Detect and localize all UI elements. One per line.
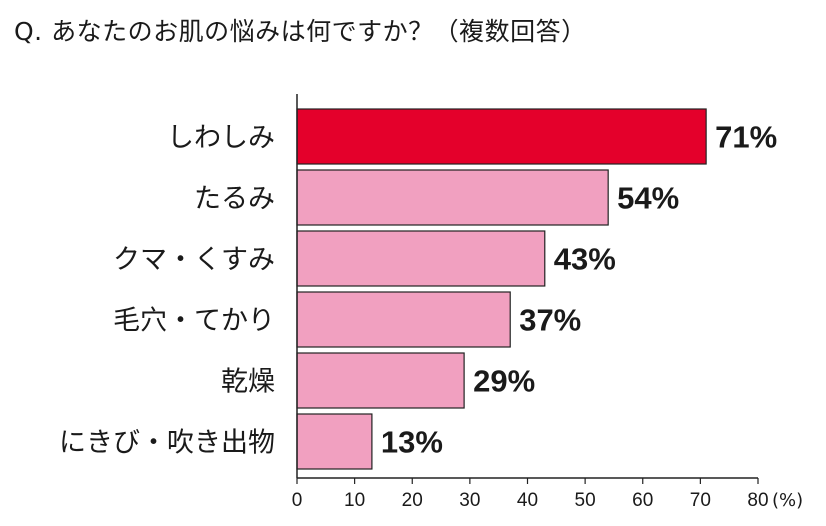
x-tick-label: 60 bbox=[632, 490, 653, 511]
value-label: 54% bbox=[617, 181, 679, 216]
category-label: クマ・くすみ bbox=[113, 245, 275, 276]
value-label: 29% bbox=[473, 364, 535, 399]
chart-title: Q. あなたのお肌の悩みは何ですか？（複数回答） bbox=[14, 17, 587, 46]
axis-layer: 0 10 20 30 40 50 60 70 80 (%) bbox=[292, 94, 803, 511]
x-tick-label: 70 bbox=[690, 490, 711, 511]
bar bbox=[296, 108, 707, 165]
x-unit-label: (%) bbox=[772, 490, 803, 511]
value-label: 37% bbox=[519, 303, 581, 338]
bar bbox=[296, 413, 373, 470]
x-tick-label: 80 bbox=[747, 490, 768, 511]
bar bbox=[296, 230, 546, 287]
category-label: たるみ bbox=[194, 184, 275, 215]
x-tick-label: 50 bbox=[575, 490, 596, 511]
x-tick-label: 20 bbox=[402, 490, 423, 511]
x-tick-label: 0 bbox=[292, 490, 303, 511]
value-label: 71% bbox=[715, 120, 777, 155]
bar bbox=[296, 352, 465, 409]
category-label: 毛穴・てかり bbox=[113, 306, 275, 337]
bar bbox=[296, 169, 609, 226]
category-label: しわしみ bbox=[167, 123, 275, 154]
x-tick-label: 10 bbox=[344, 490, 365, 511]
category-label: 乾燥 bbox=[221, 367, 275, 398]
x-tick-label: 40 bbox=[517, 490, 538, 511]
value-label: 13% bbox=[381, 425, 443, 460]
bar bbox=[296, 291, 511, 348]
bars-layer: しわしみ 71% たるみ 54% クマ・くすみ 43% 毛穴・てかり 37% 乾燥 29% にきび・… bbox=[59, 108, 777, 470]
x-tick-label: 30 bbox=[459, 490, 480, 511]
value-label: 43% bbox=[554, 242, 616, 277]
category-label: にきび・吹き出物 bbox=[59, 428, 275, 459]
